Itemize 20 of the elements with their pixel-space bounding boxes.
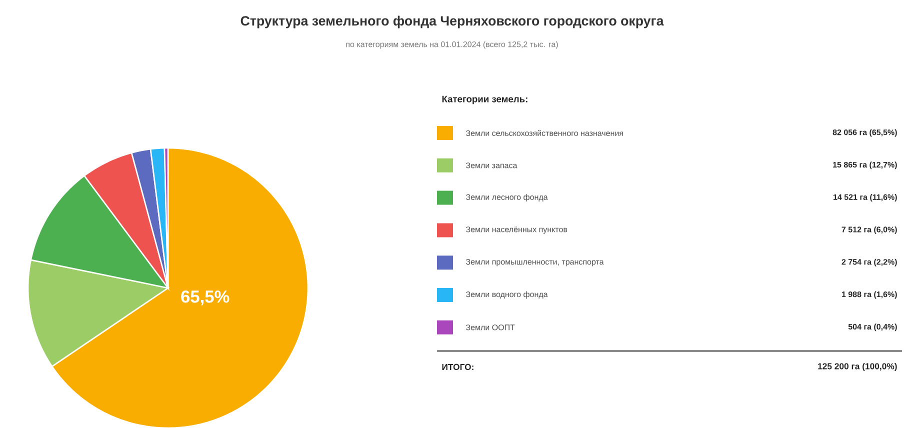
legend-title: Категории земель: <box>442 96 528 104</box>
data-label: 82 056 га (65,5%) <box>832 129 897 137</box>
legend-label: Земли сельскохозяйственного назначения <box>466 130 623 136</box>
text: 125 200 га (100,0%) <box>818 362 897 372</box>
text: 65,5% <box>181 290 230 306</box>
legend-label: Земли запаса <box>466 162 518 168</box>
data-label: 15 865 га (12,7%) <box>833 162 897 170</box>
text: ИТОГО: <box>442 364 474 370</box>
chart-title: Структура земельного фонда Черняховского городского округа <box>240 16 664 28</box>
data-label: 504 га (0,4%) <box>848 324 897 332</box>
data-label: 7 512 га (6,0%) <box>842 226 897 234</box>
chart-subtitle: по категориям земель на 01.01.2024 (всего 125,2 тыс. га) <box>346 41 558 49</box>
legend-label: Земли лесного фонда <box>466 194 548 202</box>
legend-label: Земли ООПТ <box>466 324 515 330</box>
data-label: 1 988 га (1,6%) <box>842 291 897 299</box>
data-label: 2 754 га (2,2%) <box>842 258 897 266</box>
legend-label: Земли населённых пунктов <box>466 226 568 234</box>
legend-label: Земли промышленности, транспорта <box>466 258 604 266</box>
data-label: 14 521 га (11,6%) <box>834 194 897 202</box>
legend-label: Земли водного фонда <box>466 291 548 299</box>
